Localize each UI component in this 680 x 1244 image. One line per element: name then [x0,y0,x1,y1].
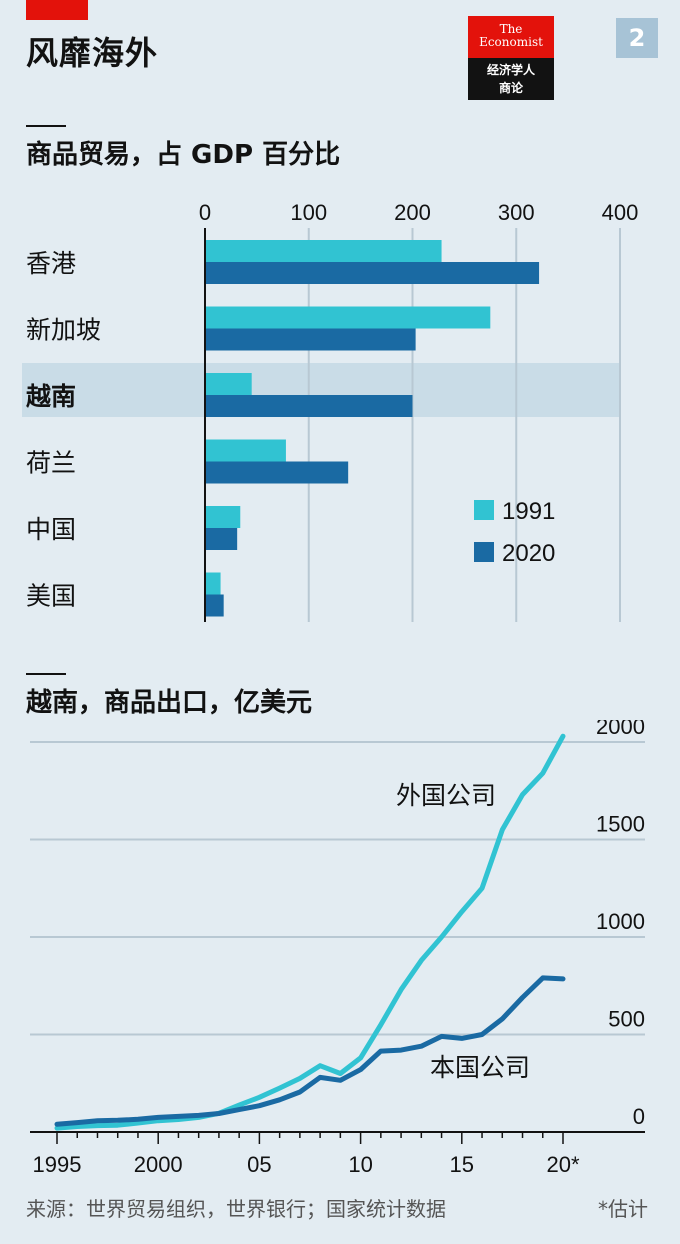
bar-1991 [205,506,241,528]
logo-chinese: 经济学人 商论 [468,58,554,100]
bar-1991 [205,373,252,395]
y-tick-label: 0 [633,1104,645,1129]
x-tick-label: 400 [602,200,639,225]
x-tick-label: 10 [348,1152,372,1177]
category-label: 荷兰 [26,449,76,478]
line-chart-rule [26,673,66,675]
estimate-note: *估计 [598,1197,648,1221]
series-line-foreign [54,733,566,1131]
page-title: 风靡海外 [26,34,159,72]
line-chart: 0 500 1000 1500 2000 1995 2000 05 10 15 20* 外国公司本国公… [30,720,645,1177]
x-tick-label: 200 [394,200,431,225]
line-chart-title: 越南，商品出口，亿美元 [26,688,313,718]
y-tick-label: 500 [608,1007,645,1032]
x-tick-label: 20* [546,1152,579,1177]
category-label: 美国 [26,582,76,611]
x-tick-label: 05 [247,1152,271,1177]
bar-2020 [205,528,238,550]
category-label: 中国 [26,515,76,544]
bar-2020 [205,395,413,417]
legend-swatch-2020 [474,542,494,562]
brand-red-tab [26,0,88,20]
series-line-domestic [54,975,566,1127]
series-label-foreign: 外国公司 [396,781,496,810]
legend-swatch-1991 [474,500,494,520]
x-tick-label: 2000 [134,1152,183,1177]
y-tick-label: 1500 [596,812,645,837]
legend-label-1991: 1991 [502,498,555,525]
logo-line-the: The [499,22,523,36]
y-tick-label: 1000 [596,909,645,934]
x-tick-label: 0 [199,200,211,225]
x-tick-label: 100 [290,200,327,225]
category-label: 新加坡 [26,316,101,345]
bar-2020 [205,461,349,484]
x-tick-label: 1995 [33,1152,82,1177]
legend-label-2020: 2020 [502,540,555,567]
bar-1991 [205,306,491,329]
logo-english: The Economist [468,16,554,58]
logo-line-jingji: 经济学人 [486,63,535,77]
economist-logo: The Economist 经济学人 商论 [468,16,554,100]
chart-number-badge: 2 [616,18,658,58]
category-label: 香港 [26,249,76,278]
bar-1991 [205,240,442,262]
bar-2020 [205,262,540,284]
bar-1991 [205,572,221,595]
bar-chart-rule [26,125,66,127]
bar-chart-title: 商品贸易，占 GDP 百分比 [26,140,341,170]
x-tick-label: 15 [450,1152,474,1177]
series-label-domestic: 本国公司 [430,1053,530,1082]
logo-line-shanglun: 商论 [498,81,523,95]
y-tick-label: 2000 [596,720,645,739]
category-label: 越南 [26,382,76,411]
bar-1991 [205,439,286,462]
x-tick-label: 300 [498,200,535,225]
logo-line-economist: Economist [479,35,543,49]
source-note: 来源：世界贸易组织，世界银行；国家统计数据 [26,1197,446,1221]
bar-2020 [205,328,416,351]
bar-2020 [205,594,224,617]
